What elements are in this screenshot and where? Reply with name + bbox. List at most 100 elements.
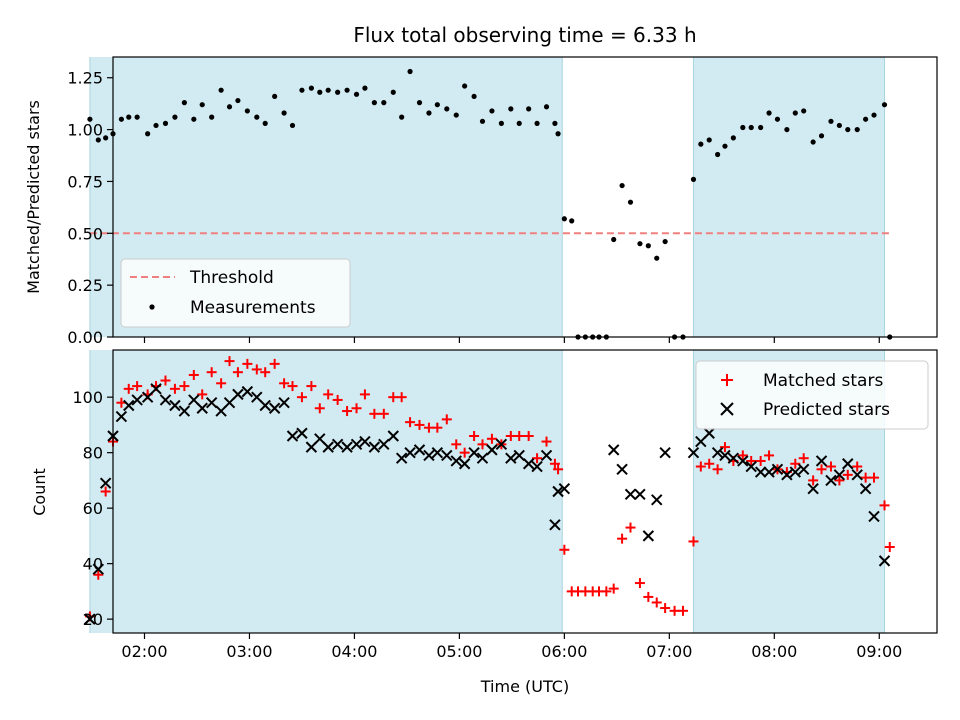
predicted-star-point [387, 430, 399, 442]
predicted-star-point [188, 394, 200, 406]
predicted-star-point [350, 438, 363, 451]
predicted-star-point [341, 441, 353, 453]
measurement-point [552, 120, 558, 126]
matched-star-point [601, 586, 612, 597]
measurement-point [784, 126, 790, 133]
bottom-y-ticks: 20 40 60 80 100 [72, 388, 113, 629]
measurement-point [317, 89, 323, 95]
predicted-star-point [878, 555, 891, 567]
measurement-point [774, 116, 781, 122]
matched-star-point [296, 392, 307, 403]
y-tick-label: 0.25 [67, 276, 103, 295]
matched-star-point [755, 455, 766, 466]
measurement-point [289, 122, 296, 129]
predicted-star-point [763, 466, 775, 478]
matched-star-point [798, 453, 809, 464]
matched-star-point [423, 422, 434, 433]
y-tick-label: 20 [83, 610, 103, 629]
measurement-point [344, 87, 350, 93]
matched-star-point [808, 475, 819, 486]
y-tick-label: 0.50 [67, 224, 103, 243]
measurement-point [706, 137, 712, 143]
matched-star-point [459, 447, 470, 458]
predicted-star-point [123, 399, 135, 412]
predicted-star-point [322, 441, 334, 453]
predicted-star-point [745, 460, 757, 473]
measurement-point [715, 151, 721, 158]
measurement-point [722, 143, 728, 149]
predicted-star-point [314, 433, 326, 445]
x-tick-label: 09:00 [856, 642, 902, 661]
predicted-star-point [431, 446, 444, 459]
matched-star-point [553, 464, 564, 475]
predicted-star-point [754, 466, 767, 478]
bottom-legend: Matched stars Predicted stars [695, 360, 929, 430]
top-panel: 0.00 0.25 0.50 0.75 1.00 1.25 Matched/Predict… [24, 56, 938, 347]
predicted-star-point [251, 391, 263, 403]
predicted-star-point [540, 449, 553, 462]
matched-star-point [514, 431, 525, 442]
predicted-star-point [797, 463, 810, 476]
predicted-star-point [215, 405, 227, 417]
measurement-point [390, 89, 396, 95]
predicted-star-point [513, 449, 525, 462]
matched-star-point [332, 394, 343, 405]
predicted-star-point [719, 449, 731, 462]
legend-measurements-swatch [149, 304, 155, 310]
x-tick-label: 07:00 [646, 642, 692, 661]
matched-star-point [306, 381, 317, 392]
bottom-x-ticks: 02:00 03:00 04:00 05:00 06:00 07:00 08:00 09:00 [121, 633, 902, 661]
predicted-star-point [476, 452, 489, 464]
matched-star-point [695, 461, 706, 472]
predicted-star-point [115, 410, 128, 423]
top-x-ticks [143, 337, 880, 343]
measurement-point [508, 106, 514, 112]
measurement-point [489, 108, 495, 114]
measurement-point [416, 100, 423, 106]
x-tick-label: 02:00 [121, 642, 167, 661]
matched-star-point [737, 450, 748, 461]
measurement-point [471, 93, 477, 100]
x-tick-label: 04:00 [331, 642, 377, 661]
predicted-star-point [607, 444, 620, 456]
measurement-point [209, 114, 215, 120]
measurement-point [299, 87, 305, 93]
predicted-star-point [450, 455, 462, 467]
predicted-star-point [695, 435, 707, 448]
predicted-star-point [395, 452, 408, 464]
measurement-point [134, 114, 140, 120]
predicted-star-point [825, 474, 837, 487]
measurements-points [87, 68, 893, 340]
chart-title: Flux total observing time = 6.33 h [353, 23, 696, 47]
matched-star-point [260, 367, 271, 378]
predicted-star-point [549, 519, 561, 531]
measurement-point [611, 236, 617, 243]
measurement-point [555, 131, 561, 137]
matched-star-point [132, 381, 143, 392]
measurement-point [371, 100, 377, 106]
matched-star-point [825, 461, 836, 472]
matched-star-point [469, 431, 480, 442]
predicted-star-point [531, 460, 543, 473]
measurement-point [543, 104, 550, 110]
measurement-point [462, 83, 468, 89]
measurement-point [325, 87, 331, 93]
measurement-point [836, 122, 842, 129]
measurement-point [87, 116, 93, 122]
predicted-star-point [624, 488, 637, 500]
predicted-star-point [552, 485, 564, 498]
matched-star-point [279, 378, 290, 389]
measurement-point [516, 120, 522, 126]
measurement-point [730, 135, 736, 141]
predicted-star-point [159, 394, 172, 406]
matched-star-point [396, 392, 407, 403]
matched-star-point [342, 406, 353, 417]
matched-star-point [123, 383, 134, 394]
measurement-point [426, 110, 432, 116]
matched-star-point [188, 369, 199, 380]
measurement-point [103, 135, 109, 141]
predicted-star-point [331, 438, 344, 451]
matched-star-point [369, 408, 380, 419]
measurement-point [818, 133, 825, 139]
predicted-star-point [659, 446, 671, 459]
